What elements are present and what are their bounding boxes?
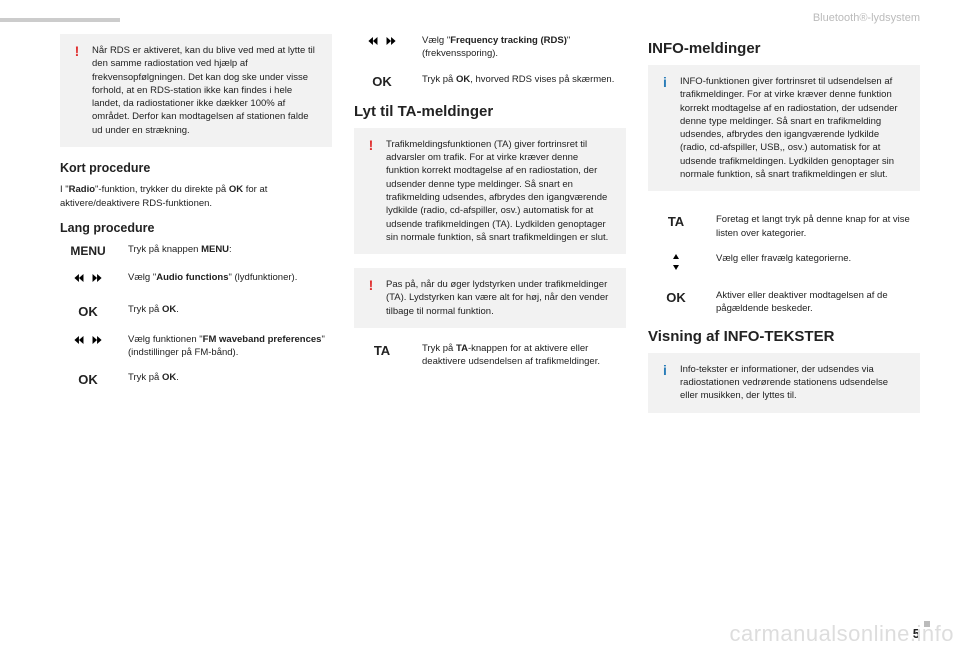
- kort-procedure-title: Kort procedure: [60, 161, 332, 175]
- ok-icon: OK: [60, 303, 116, 321]
- step-fm-preferences: Vælg funktionen "FM waveband preferences…: [60, 333, 332, 360]
- ta-warning-box: ! Trafikmeldingsfunktionen (TA) giver fo…: [354, 128, 626, 254]
- step-ok-rds-text: Tryk på OK, hvorved RDS vises på skærmen…: [422, 73, 626, 86]
- step-ok2-text: Tryk på OK.: [128, 371, 332, 384]
- ta-icon: TA: [648, 213, 704, 231]
- info-box: i INFO-funktionen giver fortrinsret til …: [648, 65, 920, 191]
- step-ok-2: OK Tryk på OK.: [60, 371, 332, 389]
- section-header: Bluetooth®-lydsystem: [813, 12, 920, 24]
- step-frequency-tracking: Vælg "Frequency tracking (RDS)" (frekven…: [354, 34, 626, 61]
- warning-icon: !: [364, 276, 378, 296]
- page-number: 5: [913, 626, 920, 641]
- step-ok-activate: OK Aktiver eller deaktiver modtagelsen a…: [648, 289, 920, 316]
- warning-icon: !: [70, 42, 84, 62]
- column-2: Vælg "Frequency tracking (RDS)" (frekven…: [354, 34, 626, 631]
- step-ta-longpress-text: Foretag et langt tryk på denne knap for …: [716, 213, 920, 240]
- seek-icon: [60, 333, 116, 352]
- step-menu-text: Tryk på knappen MENU:: [128, 243, 332, 256]
- step-ta-longpress: TA Foretag et langt tryk på denne knap f…: [648, 213, 920, 240]
- step-freq-text: Vælg "Frequency tracking (RDS)" (frekven…: [422, 34, 626, 61]
- menu-icon: MENU: [60, 243, 116, 260]
- column-1: ! Når RDS er aktiveret, kan du blive ved…: [60, 34, 332, 631]
- volume-warning-box: ! Pas på, når du øger lydstyrken under t…: [354, 268, 626, 328]
- ok-icon: OK: [354, 73, 410, 91]
- volume-warning-text: Pas på, når du øger lydstyrken under tra…: [386, 279, 608, 317]
- info-icon: i: [658, 361, 672, 381]
- lyt-ta-title: Lyt til TA-meldinger: [354, 103, 626, 120]
- ok-icon: OK: [648, 289, 704, 307]
- step-ok-rds: OK Tryk på OK, hvorved RDS vises på skær…: [354, 73, 626, 91]
- seek-icon: [354, 34, 410, 53]
- seek-icon: [60, 271, 116, 290]
- step-menu: MENU Tryk på knappen MENU:: [60, 243, 332, 260]
- kort-procedure-text: I "Radio"-funktion, trykker du direkte p…: [60, 183, 332, 211]
- step-audio-functions: Vælg "Audio functions" (lydfunktioner).: [60, 271, 332, 290]
- page-content: ! Når RDS er aktiveret, kan du blive ved…: [60, 34, 920, 631]
- warning-icon: !: [364, 136, 378, 156]
- ta-icon: TA: [354, 342, 410, 360]
- column-3: INFO-meldinger i INFO-funktionen giver f…: [648, 34, 920, 631]
- step-ok1-text: Tryk på OK.: [128, 303, 332, 316]
- up-down-icon: [648, 252, 704, 277]
- step-ok-activate-text: Aktiver eller deaktiver modtagelsen af d…: [716, 289, 920, 316]
- info-meldinger-title: INFO-meldinger: [648, 40, 920, 57]
- step-ta-button: TA Tryk på TA-knappen for at aktivere el…: [354, 342, 626, 369]
- step-updown-text: Vælg eller fravælg kategorierne.: [716, 252, 920, 265]
- rds-warning-box: ! Når RDS er aktiveret, kan du blive ved…: [60, 34, 332, 147]
- step-audio-text: Vælg "Audio functions" (lydfunktioner).: [128, 271, 332, 284]
- infotext-box: i Info-tekster er informationer, der uds…: [648, 353, 920, 413]
- ta-warning-text: Trafikmeldingsfunktionen (TA) giver fort…: [386, 139, 608, 243]
- rds-warning-text: Når RDS er aktiveret, kan du blive ved m…: [92, 45, 315, 136]
- visning-title: Visning af INFO-TEKSTER: [648, 328, 920, 345]
- lang-procedure-title: Lang procedure: [60, 221, 332, 235]
- ok-icon: OK: [60, 371, 116, 389]
- top-accent-bar: [0, 18, 120, 22]
- step-fm-text: Vælg funktionen "FM waveband preferences…: [128, 333, 332, 360]
- step-ok-1: OK Tryk på OK.: [60, 303, 332, 321]
- step-ta-text: Tryk på TA-knappen for at aktivere eller…: [422, 342, 626, 369]
- info-icon: i: [658, 73, 672, 93]
- page-marker-dot: [924, 621, 930, 627]
- infotext-box-text: Info-tekster er informationer, der udsen…: [680, 364, 888, 402]
- step-updown: Vælg eller fravælg kategorierne.: [648, 252, 920, 277]
- info-box-text: INFO-funktionen giver fortrinsret til ud…: [680, 76, 898, 180]
